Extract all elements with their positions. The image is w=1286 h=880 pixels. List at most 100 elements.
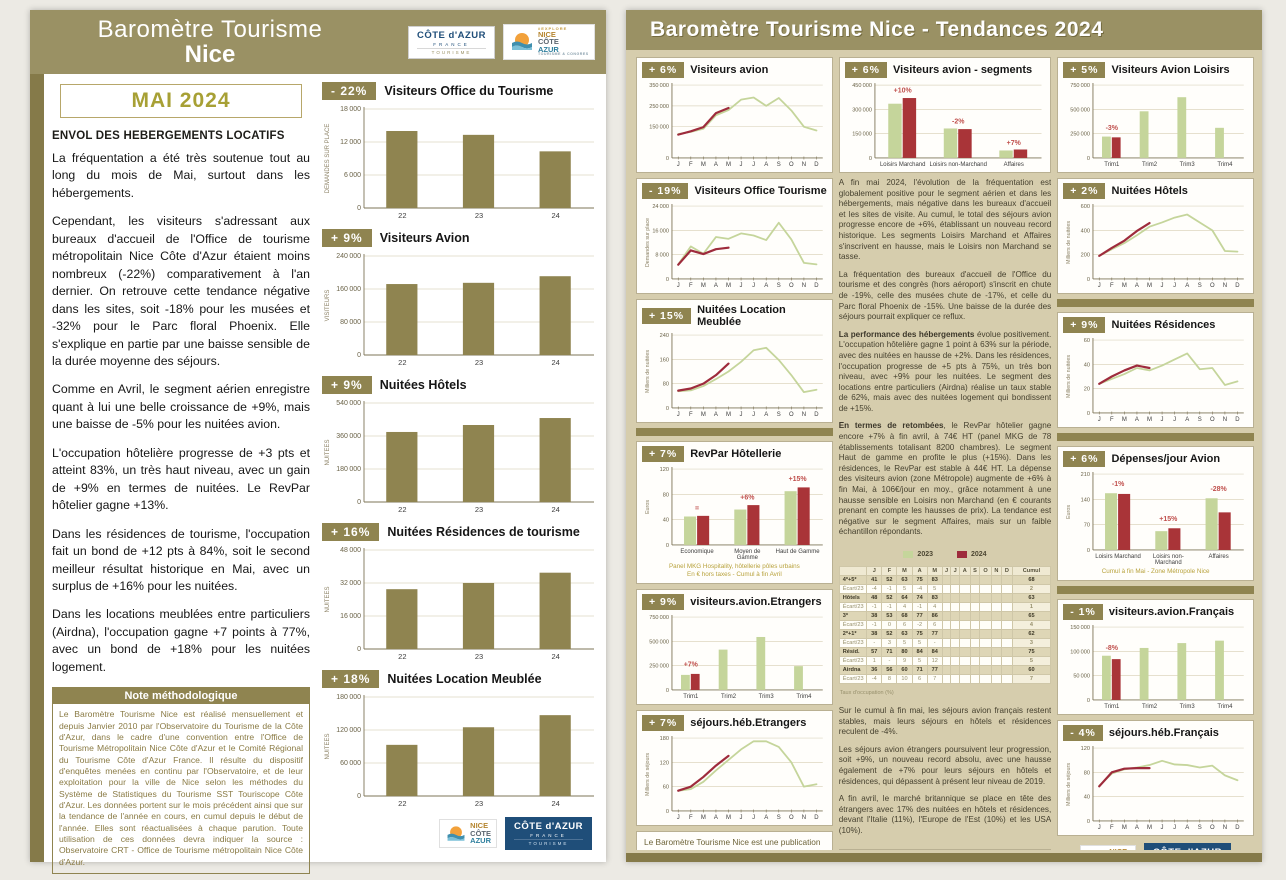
paragraph: Cependant, les visiteurs s'adressant aux… (52, 214, 310, 368)
trend-badge: - 22% (322, 82, 377, 100)
svg-text:N: N (1223, 825, 1227, 831)
svg-text:80: 80 (1084, 770, 1090, 776)
svg-text:60 000: 60 000 (340, 760, 361, 767)
table-row: Écart/23 1-9 5 12 5 (838, 656, 1052, 666)
svg-text:40: 40 (663, 518, 669, 524)
svg-text:Gamme: Gamme (737, 555, 759, 561)
svg-text:24: 24 (551, 358, 559, 367)
svg-text:Euros: Euros (1066, 505, 1072, 519)
svg-text:A: A (1135, 825, 1139, 831)
svg-text:24: 24 (551, 652, 559, 661)
trend-badge: - 19% (642, 183, 689, 199)
bottom-accent-bar (626, 853, 1262, 862)
chart-nuitees-location-meublee: + 18% Nuitées Location Meublée 0 60 000 12… (322, 670, 598, 808)
svg-text:0: 0 (666, 406, 669, 412)
svg-text:DEMANDES SUR PLACE: DEMANDES SUR PLACE (325, 124, 331, 194)
svg-text:D: D (814, 815, 819, 821)
right-page-left-column: + 6% Visiteurs avion 0 150 000 250 000 350 … (636, 57, 833, 850)
svg-text:A: A (1185, 825, 1189, 831)
svg-text:120: 120 (660, 467, 669, 473)
trend-badge: + 5% (1063, 62, 1106, 78)
svg-text:+10%: +10% (893, 88, 912, 95)
paragraph: Sur le cumul à fin mai, les séjours avio… (838, 706, 1052, 737)
svg-text:M: M (1122, 417, 1127, 423)
svg-text:N: N (802, 162, 806, 168)
table-row: 4*+5* 41 52 63 75 83 68 (838, 575, 1052, 585)
nice-cote-azur-logo: NICE CÔTE AZUR (1080, 845, 1137, 850)
table-row: Résid. 57 71 80 84 84 75 (838, 647, 1052, 657)
svg-text:Milliers de nuitées: Milliers de nuitées (645, 350, 651, 393)
grouped-bar-chart: 0 150 000 300 000 450 000 Loisirs Marchand Lo… (845, 78, 1046, 170)
publication-note: Le Baromètre Tourisme Nice est une publi… (636, 830, 833, 850)
svg-text:J: J (1161, 283, 1164, 289)
svg-text:F: F (1110, 417, 1114, 423)
svg-text:24: 24 (551, 799, 559, 808)
svg-text:A: A (1135, 417, 1139, 423)
divider-bar (1057, 299, 1254, 307)
svg-text:200: 200 (1081, 253, 1090, 259)
svg-text:0: 0 (357, 352, 361, 359)
svg-text:Loisirs Marchand: Loisirs Marchand (880, 162, 925, 168)
card-visiteurs-avion-loisirs: + 5% Visiteurs Avion Loisirs 0 250 000 500… (1057, 57, 1254, 173)
svg-text:80: 80 (663, 382, 669, 388)
svg-text:D: D (814, 283, 819, 289)
svg-text:J: J (677, 162, 680, 168)
table-row: 2*+1* 38 52 63 75 77 62 (838, 629, 1052, 639)
line-chart: 0 150 000 250 000 350 000 J F M A M J J A S O N D (642, 78, 827, 170)
trend-badge: + 7% (642, 446, 685, 462)
grouped-bar-chart: 0 40 80 120 Euros Economique Moyen de Gamme Haut… (642, 462, 827, 562)
svg-text:J: J (677, 283, 680, 289)
svg-text:60: 60 (663, 784, 669, 790)
left-text-column: MAI 2024 ENVOL DES HEBERGEMENTS LOCATIFS… (52, 82, 310, 875)
svg-text:180: 180 (660, 736, 669, 742)
svg-text:80 000: 80 000 (340, 319, 361, 326)
svg-text:O: O (1210, 825, 1215, 831)
svg-text:Demandes sur place: Demandes sur place (645, 218, 651, 267)
svg-text:16 000: 16 000 (652, 228, 669, 234)
svg-text:Trim3: Trim3 (759, 694, 775, 700)
svg-text:N: N (802, 412, 806, 418)
title-line1: Baromètre Tourisme (97, 15, 323, 43)
trend-badge: + 15% (642, 308, 692, 324)
svg-text:M: M (726, 815, 731, 821)
svg-text:Trim4: Trim4 (1218, 704, 1234, 710)
svg-text:150 000: 150 000 (852, 132, 872, 138)
line-chart: 0 8 000 16 000 24 000 Demandes sur place J F M A… (642, 199, 827, 291)
svg-text:NUITEES: NUITEES (325, 586, 331, 612)
svg-text:A: A (714, 162, 718, 168)
right-page-title: Baromètre Tourisme Nice - Tendances 2024 (650, 18, 1104, 41)
table-row: Airdna 36 56 60 71 77 60 (838, 665, 1052, 675)
svg-text:NUITEES: NUITEES (325, 733, 331, 759)
svg-text:22: 22 (398, 652, 406, 661)
svg-text:0: 0 (357, 793, 361, 800)
svg-text:22: 22 (398, 211, 406, 220)
svg-text:A: A (1185, 283, 1189, 289)
svg-text:J: J (677, 815, 680, 821)
card-nuitees-residences-tendance: + 9% Nuitées Résidences 0 20 40 60 Milliers … (1057, 312, 1254, 428)
table-legend: 2023 2024 (839, 551, 1052, 558)
left-paragraphs: La fréquentation a été très soutenue tou… (52, 150, 310, 676)
divider-bar (1057, 433, 1254, 441)
svg-text:J: J (1098, 825, 1101, 831)
svg-text:J: J (1161, 825, 1164, 831)
svg-text:60: 60 (1084, 338, 1090, 344)
page-left: Baromètre Tourisme Nice CÔTE d'AZUR FRAN… (30, 10, 606, 875)
left-accent-stripe (30, 74, 44, 862)
trend-badge: + 9% (642, 593, 685, 610)
card-sejours-heb-etrangers: + 7% séjours.héb.Etrangers 0 60 120 180 Mill… (636, 709, 833, 826)
svg-text:Economique: Economique (680, 549, 714, 555)
svg-text:120: 120 (660, 760, 669, 766)
table-footnote: Taux d'occupation (%) (839, 690, 894, 696)
svg-text:M: M (726, 283, 731, 289)
left-page-header: Baromètre Tourisme Nice CÔTE d'AZUR FRAN… (30, 10, 606, 74)
trend-badge: - 1% (1063, 603, 1103, 620)
svg-text:450 000: 450 000 (852, 83, 872, 89)
divider-bar (636, 428, 833, 436)
trend-badge: + 9% (322, 229, 372, 247)
svg-text:Trim1: Trim1 (1105, 162, 1121, 168)
occupancy-table: J F M A M J J A S O N D Cumul 4*+5* 41 52 63 75 83 68 Écart/… (838, 566, 1052, 684)
svg-text:N: N (1223, 417, 1227, 423)
paragraph: A fin avril, le marché britannique se pl… (838, 794, 1052, 835)
svg-text:Marchand: Marchand (1155, 560, 1182, 566)
